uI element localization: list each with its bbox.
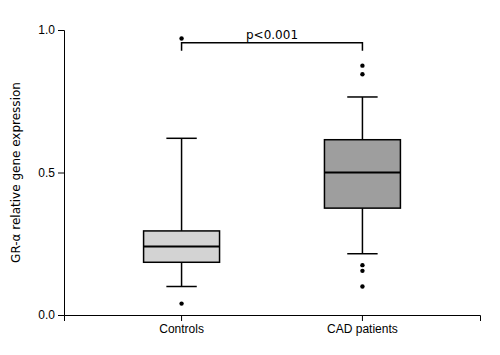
x-tick: CAD patients	[327, 315, 398, 336]
median	[324, 172, 400, 174]
outlier	[360, 284, 364, 288]
whisker-low	[362, 208, 364, 254]
outlier	[179, 36, 183, 40]
outlier	[360, 269, 364, 273]
y-axis-line	[58, 31, 65, 316]
y-tick-mark	[58, 30, 64, 31]
x-tick-mark	[362, 315, 363, 321]
x-axis: Controls CAD patients	[65, 315, 481, 336]
marks	[144, 36, 401, 305]
outlier	[360, 263, 364, 267]
box-group	[324, 63, 400, 288]
annotation: p<0.001	[246, 28, 298, 42]
cap-high	[166, 138, 196, 140]
cap-low	[166, 286, 196, 288]
y-tick-label: 0.0	[38, 308, 55, 322]
whisker-low	[181, 262, 183, 286]
y-tick-label: 0.5	[38, 166, 55, 180]
x-axis-line	[65, 316, 481, 322]
y-axis: 0.0 0.5 1.0	[38, 23, 64, 322]
outlier	[179, 301, 183, 305]
whisker-high	[362, 97, 364, 140]
box	[324, 140, 400, 208]
box	[144, 231, 220, 262]
x-tick-label: CAD patients	[327, 322, 398, 336]
y-tick: 1.0	[38, 23, 64, 37]
outlier	[360, 72, 364, 76]
cap-low	[347, 253, 377, 255]
y-axis-title: GR-α relative gene expression	[9, 82, 23, 263]
whisker-high	[181, 138, 183, 231]
significance-bracket	[182, 43, 363, 51]
x-tick-mark	[181, 315, 182, 321]
outlier	[360, 63, 364, 67]
y-tick: 0.5	[38, 166, 64, 180]
y-tick-label: 1.0	[38, 23, 55, 37]
chart: 0.0 0.5 1.0 Controls CAD patients p<0.001 GR-α…	[0, 0, 500, 355]
y-tick-mark	[58, 315, 64, 316]
y-tick: 0.0	[38, 308, 64, 322]
y-tick-mark	[58, 173, 64, 174]
box-group	[144, 36, 220, 305]
x-tick-label: Controls	[159, 322, 204, 336]
x-tick: Controls	[159, 315, 204, 336]
plot: 0.0 0.5 1.0 Controls CAD patients p<0.001	[38, 23, 480, 335]
cap-high	[347, 96, 377, 98]
median	[144, 246, 220, 248]
